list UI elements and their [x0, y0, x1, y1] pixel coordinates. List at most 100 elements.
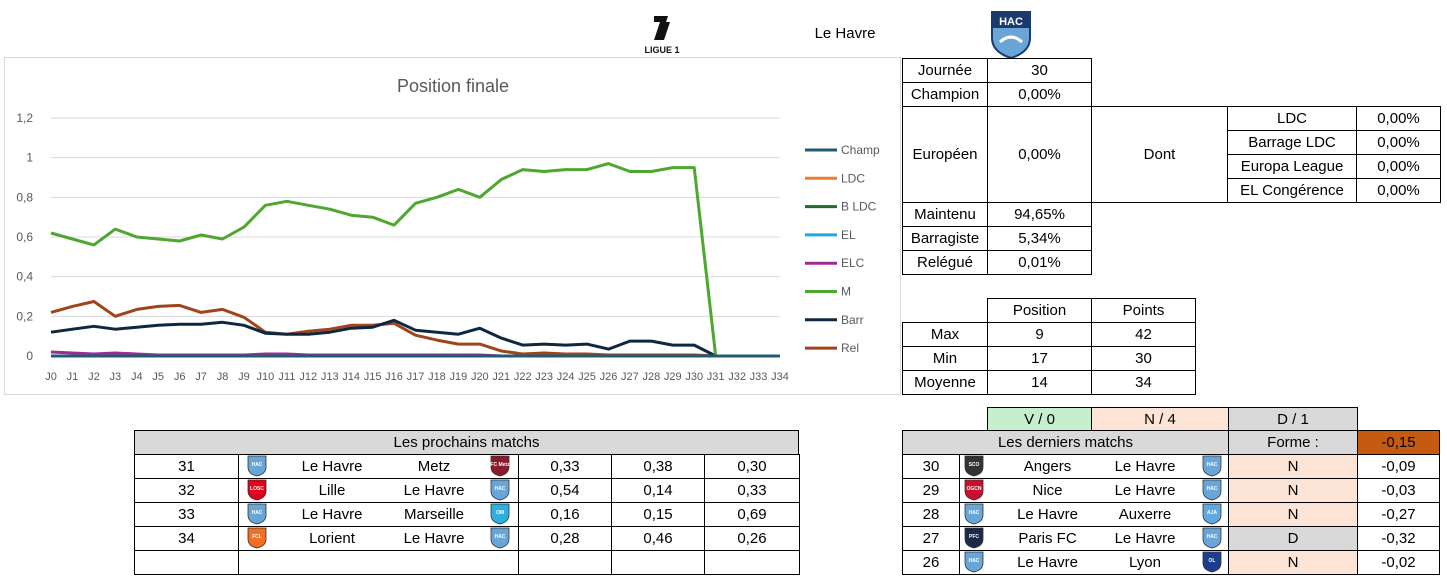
last-away-logo-text: HAC: [1207, 486, 1218, 492]
next-away-logo-text: OM: [496, 510, 504, 516]
club-name: Le Havre: [814, 25, 876, 42]
next-match-home: Lille: [318, 482, 346, 499]
last-match-round: 26: [902, 550, 960, 575]
next-match-home: Le Havre: [301, 506, 363, 523]
next-match-round: [134, 550, 239, 575]
next-away-logo-text: HAC: [495, 486, 506, 492]
barragiste-label: Barragiste: [902, 226, 988, 251]
stats-row-points: 30: [1091, 346, 1196, 371]
last-home-logo-text: OGCN: [967, 486, 982, 492]
x-tick-label: J9: [238, 371, 250, 383]
last-match-home: Paris FC: [1018, 530, 1077, 547]
next-match-p1: [518, 550, 612, 575]
record-wins: V / 0: [987, 407, 1092, 431]
last-match-away: Le Havre: [1114, 482, 1176, 499]
club-logo-text: HAC: [999, 16, 1023, 28]
series-line-barr: [50, 318, 780, 358]
last-home-logo: HAC: [963, 503, 985, 525]
legend-label: LDC: [841, 171, 865, 185]
europeen-value: 0,00%: [987, 106, 1092, 203]
relegue-label: Relégué: [902, 250, 988, 275]
x-tick-label: J24: [557, 371, 575, 383]
last-match-away: Le Havre: [1114, 458, 1176, 475]
legend-label: B LDC: [841, 200, 877, 214]
stats-row-position: 9: [987, 322, 1092, 347]
x-tick-label: J10: [257, 371, 275, 383]
next-match-p2: [611, 550, 705, 575]
last-home-logo: SCO: [963, 455, 985, 477]
x-tick-label: J5: [152, 371, 164, 383]
breakdown-value: 0,00%: [1356, 154, 1441, 179]
next-match-p2: 0,38: [611, 454, 705, 479]
next-home-logo-text: FCL: [252, 534, 262, 540]
last-match-score: -0,09: [1357, 454, 1440, 479]
position-chart: Position finale 0 0,2 0,4 0,6 0,8 1 1,2 J0 J1 J2 J3…: [16, 76, 880, 383]
next-away-logo: FC Metz: [489, 455, 511, 477]
next-home-logo: HAC: [246, 503, 268, 525]
last-match-away: Le Havre: [1114, 530, 1176, 547]
next-home-logo-text: HAC: [252, 510, 263, 516]
last-match-teams: Nice Le Havre: [959, 478, 1229, 503]
x-tick-label: J1: [67, 371, 79, 383]
breakdown-label: LDC: [1227, 106, 1357, 131]
next-match-p1: 0,33: [518, 454, 612, 479]
last-home-logo-text: PFC: [969, 534, 979, 540]
x-tick-label: J23: [535, 371, 553, 383]
last-match-round: 29: [902, 478, 960, 503]
record-losses: D / 1: [1228, 407, 1358, 431]
last-match-round: 28: [902, 502, 960, 527]
club-logo: HAC: [988, 10, 1034, 60]
next-match-p2: 0,14: [611, 478, 705, 503]
next-home-logo-text: HAC: [252, 462, 263, 468]
y-tick-label: 0: [26, 349, 33, 363]
last-home-logo-text: HAC: [969, 558, 980, 564]
barragiste-value: 5,34%: [987, 226, 1092, 251]
x-tick-label: J16: [385, 371, 403, 383]
last-match-teams: Paris FC Le Havre: [959, 526, 1229, 551]
last-away-logo-text: HAC: [1207, 462, 1218, 468]
stats-row-position: 17: [987, 346, 1092, 371]
next-home-logo: HAC: [246, 455, 268, 477]
last-home-logo: HAC: [963, 551, 985, 573]
champion-value: 0,00%: [987, 82, 1092, 107]
last-match-result: N: [1228, 502, 1358, 527]
y-tick-label: 1: [26, 151, 33, 165]
next-match-away: Le Havre: [403, 530, 465, 547]
form-value: -0,15: [1357, 430, 1440, 455]
last-match-result: N: [1228, 478, 1358, 503]
last-match-away: Lyon: [1129, 554, 1161, 571]
last-match-teams: Le Havre Auxerre: [959, 502, 1229, 527]
breakdown-value: 0,00%: [1356, 130, 1441, 155]
next-match-p2: 0,46: [611, 526, 705, 551]
breakdown-value: 0,00%: [1356, 178, 1441, 203]
next-match-p3: 0,33: [704, 478, 800, 503]
last-away-logo: HAC: [1201, 479, 1223, 501]
relegue-value: 0,01%: [987, 250, 1092, 275]
next-away-logo: HAC: [489, 527, 511, 549]
next-match-round: 31: [134, 454, 239, 479]
last-match-score: -0,27: [1357, 502, 1440, 527]
last-match-score: -0,03: [1357, 478, 1440, 503]
last-home-logo-text: HAC: [969, 510, 980, 516]
legend-label: EL: [841, 228, 856, 242]
x-tick-label: J7: [195, 371, 207, 383]
x-tick-label: J31: [707, 371, 725, 383]
x-tick-label: J14: [342, 371, 360, 383]
champion-label: Champion: [902, 82, 988, 107]
last-matches-title: Les derniers matchs: [902, 430, 1229, 455]
next-match-p1: 0,54: [518, 478, 612, 503]
stats-row-points: 42: [1091, 322, 1196, 347]
last-away-logo: AJA: [1201, 503, 1223, 525]
chart-panel: Position finale 0 0,2 0,4 0,6 0,8 1 1,2 J0 J1 J2 J3…: [4, 57, 901, 395]
next-match-teams: Le Havre Metz: [238, 454, 519, 479]
last-match-home: Le Havre: [1017, 506, 1078, 523]
x-tick-label: J19: [450, 371, 468, 383]
next-match-p3: [704, 550, 800, 575]
chart-title: Position finale: [397, 76, 509, 96]
next-match-teams: [238, 550, 519, 575]
next-match-p3: 0,69: [704, 502, 800, 527]
stats-row-label: Min: [902, 346, 988, 371]
legend-label: M: [841, 285, 851, 299]
last-home-logo: OGCN: [963, 479, 985, 501]
stats-header-points: Points: [1091, 298, 1196, 323]
